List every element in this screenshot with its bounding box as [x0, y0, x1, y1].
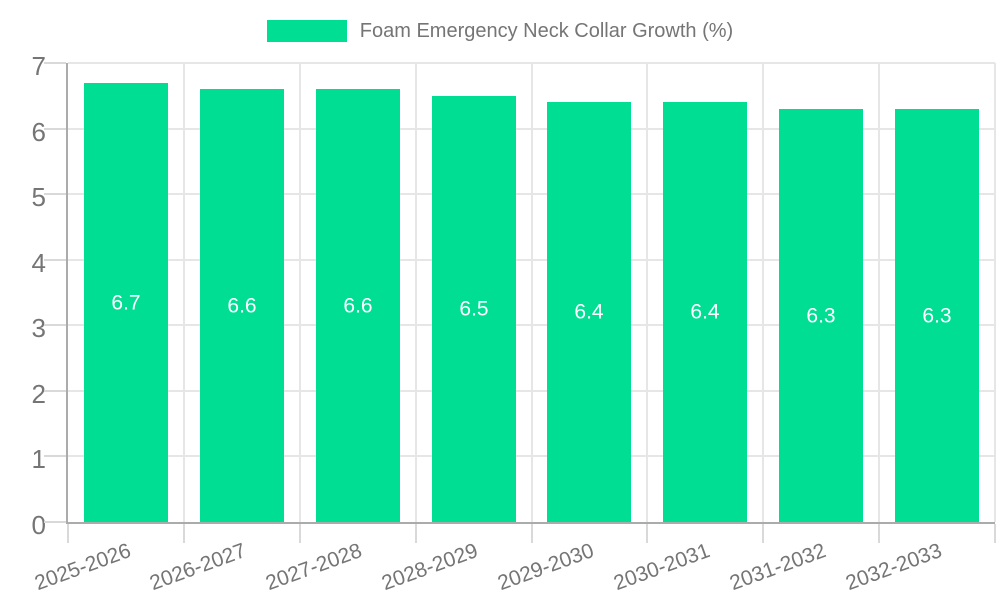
x-axis-label: 2030-2031: [610, 539, 713, 596]
bar: 6.5: [432, 96, 516, 522]
y-axis-label: 0: [31, 510, 46, 540]
gridline-vertical: [762, 63, 764, 522]
x-axis-tick: [67, 524, 69, 543]
bar-value-label: 6.4: [690, 300, 720, 324]
x-axis-label: 2029-2030: [494, 539, 597, 596]
bar-value-label: 6.3: [806, 304, 836, 327]
y-axis-tick: [44, 62, 66, 64]
y-axis-tick: [44, 389, 66, 392]
y-axis-label: 6: [31, 116, 46, 147]
bar-value-label: 6.7: [111, 291, 141, 314]
bar: 6.3: [779, 109, 863, 522]
x-axis-tick: [878, 524, 880, 543]
bar-value-label: 6.4: [574, 300, 604, 324]
x-axis-label: 2027-2028: [262, 539, 366, 596]
gridline-vertical: [299, 63, 301, 522]
bar: 6.7: [84, 83, 168, 522]
y-axis-tick: [44, 193, 66, 196]
x-axis-line: [66, 522, 995, 524]
y-axis-tick: [44, 324, 66, 327]
gridline-vertical: [415, 63, 417, 522]
y-axis-line: [66, 63, 68, 522]
y-axis-tick: [44, 455, 66, 458]
x-axis-label: 2025-2026: [31, 539, 134, 596]
y-axis-label: 5: [31, 182, 46, 213]
y-axis-label: 1: [31, 444, 46, 475]
bar: 6.6: [200, 89, 284, 522]
bar-value-label: 6.3: [922, 304, 952, 327]
gridline-vertical: [531, 63, 533, 522]
x-axis-tick: [183, 524, 185, 543]
x-axis-tick: [994, 524, 996, 543]
bar: 6.6: [316, 89, 400, 522]
x-axis-tick: [415, 524, 417, 543]
x-axis-label: 2032-2033: [842, 539, 945, 596]
legend: Foam Emergency Neck Collar Growth (%): [0, 20, 1000, 42]
legend-label: Foam Emergency Neck Collar Growth (%): [359, 20, 734, 42]
x-axis-tick: [531, 524, 533, 543]
x-axis-tick: [762, 524, 764, 543]
bar-value-label: 6.5: [459, 297, 489, 321]
y-axis-tick: [44, 127, 66, 130]
bar-value-label: 6.6: [227, 294, 257, 317]
y-axis-tick: [44, 521, 66, 523]
x-axis-tick: [299, 524, 301, 543]
legend-swatch: [266, 20, 347, 42]
bar: 6.4: [547, 102, 631, 522]
x-axis-tick: [646, 524, 648, 543]
x-axis-label: 2031-2032: [726, 539, 829, 596]
x-axis-label: 2026-2027: [147, 539, 250, 596]
y-axis-label: 4: [31, 247, 46, 278]
bar: 6.4: [663, 102, 747, 522]
gridline-vertical: [878, 63, 880, 522]
plot-area: 6.7 6.6 6.6 6.5 6.4 6.4 6.3 6.3: [44, 62, 996, 543]
y-axis-label: 7: [31, 51, 46, 81]
y-axis-label: 2: [31, 378, 46, 409]
bar: 6.3: [895, 109, 979, 522]
gridline-vertical: [646, 63, 648, 522]
gridline-vertical: [994, 63, 996, 522]
bar-value-label: 6.6: [343, 294, 373, 317]
y-axis-label: 3: [31, 313, 46, 344]
gridline-vertical: [183, 63, 185, 522]
y-axis-tick: [44, 258, 66, 261]
y-axis-labels: 0 1 2 3 4 5 6 7: [0, 53, 46, 538]
x-axis-label: 2028-2029: [378, 539, 482, 596]
